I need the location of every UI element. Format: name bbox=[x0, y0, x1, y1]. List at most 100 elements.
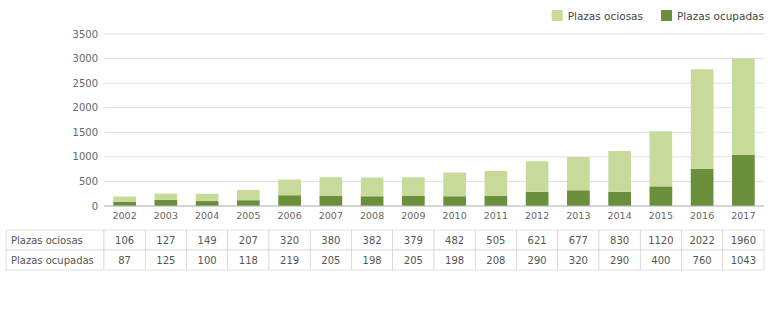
table-cell bbox=[187, 250, 228, 270]
x-tick-label: 2015 bbox=[649, 210, 673, 221]
x-tick-label: 2002 bbox=[113, 210, 137, 221]
table-value: 1043 bbox=[731, 255, 756, 266]
table-cell bbox=[723, 250, 764, 270]
table-cell bbox=[682, 230, 723, 250]
table-cell bbox=[682, 250, 723, 270]
table-cell bbox=[558, 230, 599, 250]
table-value: 400 bbox=[651, 255, 670, 266]
table-value: 100 bbox=[198, 255, 217, 266]
table-value: 830 bbox=[610, 235, 629, 246]
table-value: 290 bbox=[610, 255, 629, 266]
table-cell bbox=[352, 230, 393, 250]
bar bbox=[196, 201, 219, 206]
bar bbox=[402, 177, 425, 196]
table-cell bbox=[434, 250, 475, 270]
x-tick-label: 2004 bbox=[195, 210, 219, 221]
table-cell bbox=[558, 250, 599, 270]
bar bbox=[113, 202, 136, 206]
grid-line bbox=[104, 107, 764, 108]
bar bbox=[485, 171, 508, 196]
table-cell bbox=[393, 250, 434, 270]
legend: Plazas ociosas Plazas ocupadas bbox=[552, 10, 764, 22]
bar bbox=[443, 196, 466, 206]
table-cell bbox=[599, 230, 640, 250]
table-value: 505 bbox=[486, 235, 505, 246]
table-value: 382 bbox=[363, 235, 382, 246]
legend-item: Plazas ocupadas bbox=[661, 10, 764, 22]
x-tick-label: 2009 bbox=[401, 210, 425, 221]
bar bbox=[485, 196, 508, 206]
table-value: 380 bbox=[321, 235, 340, 246]
x-tick-label: 2017 bbox=[731, 210, 755, 221]
bar bbox=[650, 186, 673, 206]
bars bbox=[113, 58, 754, 206]
table-cell bbox=[228, 230, 269, 250]
table-cell bbox=[104, 250, 145, 270]
table-value: 379 bbox=[404, 235, 423, 246]
table-value: 482 bbox=[445, 235, 464, 246]
legend-swatch bbox=[552, 10, 563, 21]
table-cell bbox=[517, 230, 558, 250]
table-value: 149 bbox=[198, 235, 217, 246]
table-value: 205 bbox=[404, 255, 423, 266]
bar bbox=[526, 192, 549, 206]
table-cell bbox=[145, 250, 186, 270]
table-cell bbox=[269, 250, 310, 270]
grid-line bbox=[104, 34, 764, 35]
bar bbox=[732, 58, 755, 154]
bar bbox=[732, 155, 755, 206]
table-value: 118 bbox=[239, 255, 258, 266]
y-tick-label: 1000 bbox=[73, 151, 98, 162]
table-value: 198 bbox=[363, 255, 382, 266]
table-cell bbox=[310, 250, 351, 270]
table-cell bbox=[640, 230, 681, 250]
bar bbox=[402, 196, 425, 206]
bar bbox=[320, 196, 343, 206]
x-tick-label: 2005 bbox=[236, 210, 260, 221]
x-tick-label: 2014 bbox=[608, 210, 632, 221]
bar bbox=[608, 192, 631, 206]
table-value: 87 bbox=[118, 255, 131, 266]
table-cell bbox=[352, 250, 393, 270]
bar bbox=[567, 190, 590, 206]
bar bbox=[155, 194, 178, 200]
grid-line bbox=[104, 206, 764, 207]
bar bbox=[526, 161, 549, 192]
bar bbox=[361, 177, 384, 196]
grid-line bbox=[104, 58, 764, 59]
grid bbox=[104, 34, 764, 206]
x-tick-label: 2010 bbox=[443, 210, 467, 221]
bar bbox=[196, 194, 219, 201]
table-cell bbox=[723, 230, 764, 250]
table-value: 320 bbox=[569, 255, 588, 266]
table-row-label: Plazas ocupadas bbox=[11, 255, 94, 266]
table-cell bbox=[517, 250, 558, 270]
bar bbox=[650, 131, 673, 186]
table-value: 207 bbox=[239, 235, 258, 246]
table-cell bbox=[475, 230, 516, 250]
table-cell bbox=[187, 230, 228, 250]
table-value: 208 bbox=[486, 255, 505, 266]
y-tick-label: 3000 bbox=[73, 53, 98, 64]
table-cell bbox=[475, 250, 516, 270]
bar bbox=[361, 196, 384, 206]
table-cell bbox=[599, 250, 640, 270]
x-tick-label: 2012 bbox=[525, 210, 549, 221]
bar bbox=[278, 195, 301, 206]
table-cell bbox=[434, 230, 475, 250]
table-value: 320 bbox=[280, 235, 299, 246]
legend-item: Plazas ociosas bbox=[552, 10, 643, 22]
y-tick-label: 2500 bbox=[73, 78, 98, 89]
table-cell bbox=[104, 230, 145, 250]
y-tick-label: 3500 bbox=[73, 29, 98, 40]
table-value: 2022 bbox=[689, 235, 714, 246]
bar bbox=[320, 177, 343, 196]
table-value: 760 bbox=[693, 255, 712, 266]
x-axis-line bbox=[104, 206, 764, 207]
chart: 0500100015002000250030003500200220032004… bbox=[0, 0, 774, 314]
bar bbox=[691, 69, 714, 168]
data-table: Plazas ociosas10612714920732038038237948… bbox=[6, 230, 764, 270]
table-value: 205 bbox=[321, 255, 340, 266]
bar bbox=[567, 157, 590, 190]
table-cell bbox=[640, 250, 681, 270]
